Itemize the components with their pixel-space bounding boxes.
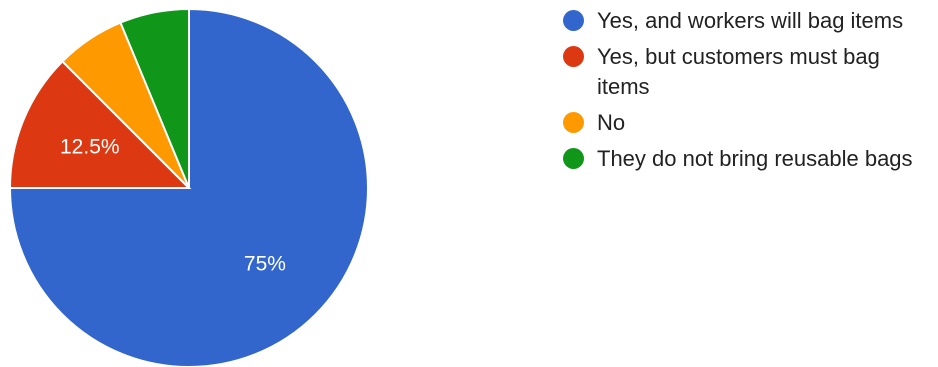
- pie-chart: 75% 12.5%: [8, 7, 369, 367]
- chart-legend: Yes, and workers will bag items Yes, but…: [563, 6, 933, 180]
- legend-item[interactable]: No: [563, 108, 933, 138]
- legend-swatch: [563, 10, 584, 31]
- pie-slice[interactable]: [8, 7, 369, 367]
- legend-label: They do not bring reusable bags: [597, 146, 913, 171]
- legend-label: Yes, but customers must bag items: [597, 44, 880, 99]
- legend-label: No: [597, 110, 626, 135]
- slice-data-label: 12.5%: [60, 135, 120, 158]
- legend-swatch: [563, 46, 584, 67]
- legend-item[interactable]: They do not bring reusable bags: [563, 144, 933, 174]
- legend-label: Yes, and workers will bag items: [597, 8, 904, 33]
- pie-slice[interactable]: [119, 7, 190, 189]
- slice-data-label: 75%: [244, 252, 286, 275]
- legend-item[interactable]: Yes, but customers must bag items: [563, 42, 933, 102]
- legend-item[interactable]: Yes, and workers will bag items: [563, 6, 933, 36]
- legend-swatch: [563, 148, 584, 169]
- legend-swatch: [563, 112, 584, 133]
- pie-slice[interactable]: [8, 60, 192, 189]
